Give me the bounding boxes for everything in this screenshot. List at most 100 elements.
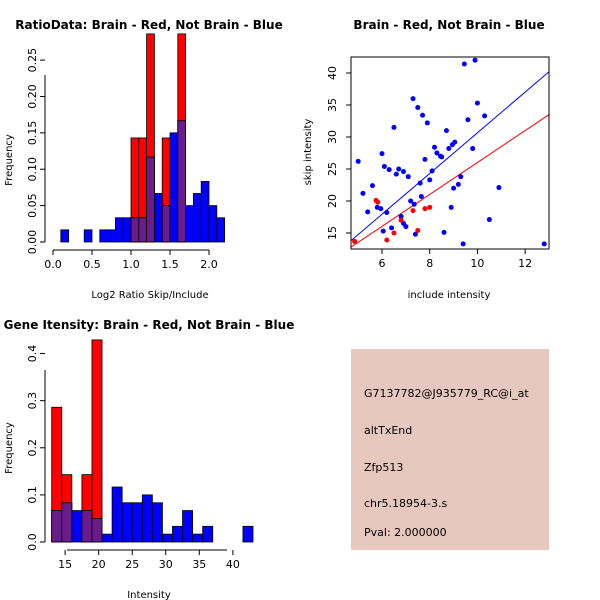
x-tick-label: 12 (518, 257, 532, 270)
notbrain-bar (131, 502, 143, 543)
x-tick-label: 30 (159, 558, 173, 571)
notbrain-point (474, 100, 480, 106)
intensity-scatter: Brain - Red, Not Brain - Blue 6 8 10 12 15 2… (303, 18, 550, 301)
x-tick-label: 15 (58, 558, 72, 571)
notbrain-point (379, 151, 385, 157)
notbrain-bar (202, 525, 214, 543)
notbrain-point (369, 183, 375, 189)
notbrain-fit-line (351, 71, 549, 242)
notbrain-point (449, 142, 455, 148)
y-tick-label: 0.2 (26, 439, 39, 457)
brain-fit-line (351, 114, 549, 248)
notbrain-point (415, 105, 421, 111)
overlap-bar (130, 217, 140, 243)
intensity-x-ticks: 15 20 25 30 35 40 (58, 550, 240, 571)
notbrain-bar (71, 510, 83, 543)
scatter-xlabel: include intensity (408, 290, 491, 301)
notbrain-point (541, 241, 547, 247)
notbrain-point (496, 185, 502, 191)
notbrain-point (448, 204, 454, 210)
notbrain-bar (192, 193, 202, 243)
ratio-y-ticks: 0.00 0.05 0.10 0.15 0.20 0.25 (26, 48, 45, 254)
gene-name: Zfp513 (364, 461, 403, 474)
x-tick-label: 6 (379, 257, 386, 270)
x-tick-label: 40 (226, 558, 240, 571)
y-tick-label: 15 (326, 226, 339, 240)
x-tick-label: 20 (92, 558, 106, 571)
notbrain-point (410, 96, 416, 102)
intensity-ylabel: Frequency (4, 422, 15, 474)
notbrain-point (470, 146, 476, 152)
scatter-x-ticks: 6 8 10 12 (379, 249, 532, 270)
x-tick-label: 0.5 (83, 258, 101, 271)
notbrain-bar (60, 229, 69, 243)
pvalue: Pval: 2.000000 (364, 526, 447, 539)
info-background (351, 349, 549, 550)
genomic-location: chr5.18954-3.s (364, 497, 447, 510)
notbrain-bar (83, 229, 93, 243)
notbrain-point (398, 213, 404, 219)
scatter-ylabel: skip intensity (303, 119, 314, 186)
brain-point (422, 206, 428, 212)
y-tick-label: 25 (326, 162, 339, 176)
y-tick-label: 0.05 (26, 193, 39, 218)
x-tick-label: 25 (125, 558, 139, 571)
notbrain-point (393, 171, 399, 177)
overlap-bar (146, 156, 155, 243)
y-tick-label: 30 (326, 130, 339, 144)
brain-point (375, 199, 381, 205)
overlap-bar (81, 510, 93, 543)
notbrain-bar (185, 205, 194, 243)
intensity-title: Gene Itensity: Brain - Red, Not Brain - … (4, 318, 295, 332)
notbrain-point (418, 194, 424, 200)
overlap-bar (138, 217, 148, 243)
notbrain-bar (101, 533, 113, 543)
notbrain-point (355, 158, 361, 164)
brain-point (384, 237, 390, 243)
x-tick-label: 1.5 (161, 258, 179, 271)
notbrain-point (405, 174, 411, 180)
y-tick-label: 0.10 (26, 157, 39, 182)
notbrain-bar (242, 525, 254, 543)
notbrain-point (422, 156, 428, 162)
notbrain-bar (107, 229, 116, 243)
notbrain-bar (122, 217, 132, 243)
overlap-bar (61, 502, 73, 543)
probe-id: G7137782@J935779_RC@i_at (364, 387, 529, 400)
notbrain-bar (151, 502, 163, 543)
brain-point (410, 208, 416, 214)
notbrain-bar (162, 533, 173, 543)
notbrain-point (446, 146, 452, 152)
scatter-y-ticks: 15 20 25 30 35 40 (326, 66, 351, 240)
brain-point (391, 230, 397, 236)
y-tick-label: 0.4 (26, 345, 39, 363)
notbrain-bar (169, 132, 179, 243)
notbrain-point (412, 231, 418, 237)
notbrain-point (427, 177, 433, 183)
notbrain-point (360, 190, 366, 196)
notbrain-point (441, 229, 447, 235)
scatter-title: Brain - Red, Not Brain - Blue (353, 18, 544, 32)
notbrain-bar (141, 494, 153, 543)
notbrain-point (472, 57, 478, 63)
ratio-overlap-bars (130, 120, 187, 243)
notbrain-point (437, 153, 443, 159)
x-tick-label: 1.0 (122, 258, 140, 271)
notbrain-point (434, 150, 440, 156)
ratio-histogram: RatioData: Brain - Red, Not Brain - Blue… (4, 18, 283, 301)
intensity-xlabel: Intensity (127, 590, 171, 600)
notbrain-point (417, 180, 423, 186)
notbrain-point (443, 128, 449, 134)
x-tick-label: 35 (192, 558, 206, 571)
notbrain-point (378, 206, 384, 212)
x-tick-label: 0.0 (44, 258, 62, 271)
notbrain-bar (182, 510, 194, 543)
intensity-y-ticks: 0.0 0.1 0.2 0.3 0.4 (26, 345, 45, 551)
brain-point (352, 238, 358, 244)
probe-info-panel: G7137782@J935779_RC@i_at altTxEnd Zfp513… (351, 349, 549, 550)
intensity-histogram: Gene Itensity: Brain - Red, Not Brain - … (4, 318, 295, 600)
notbrain-bar (200, 180, 210, 243)
notbrain-point (424, 120, 430, 126)
overlap-bar (91, 518, 103, 543)
notbrain-bar (192, 533, 204, 543)
